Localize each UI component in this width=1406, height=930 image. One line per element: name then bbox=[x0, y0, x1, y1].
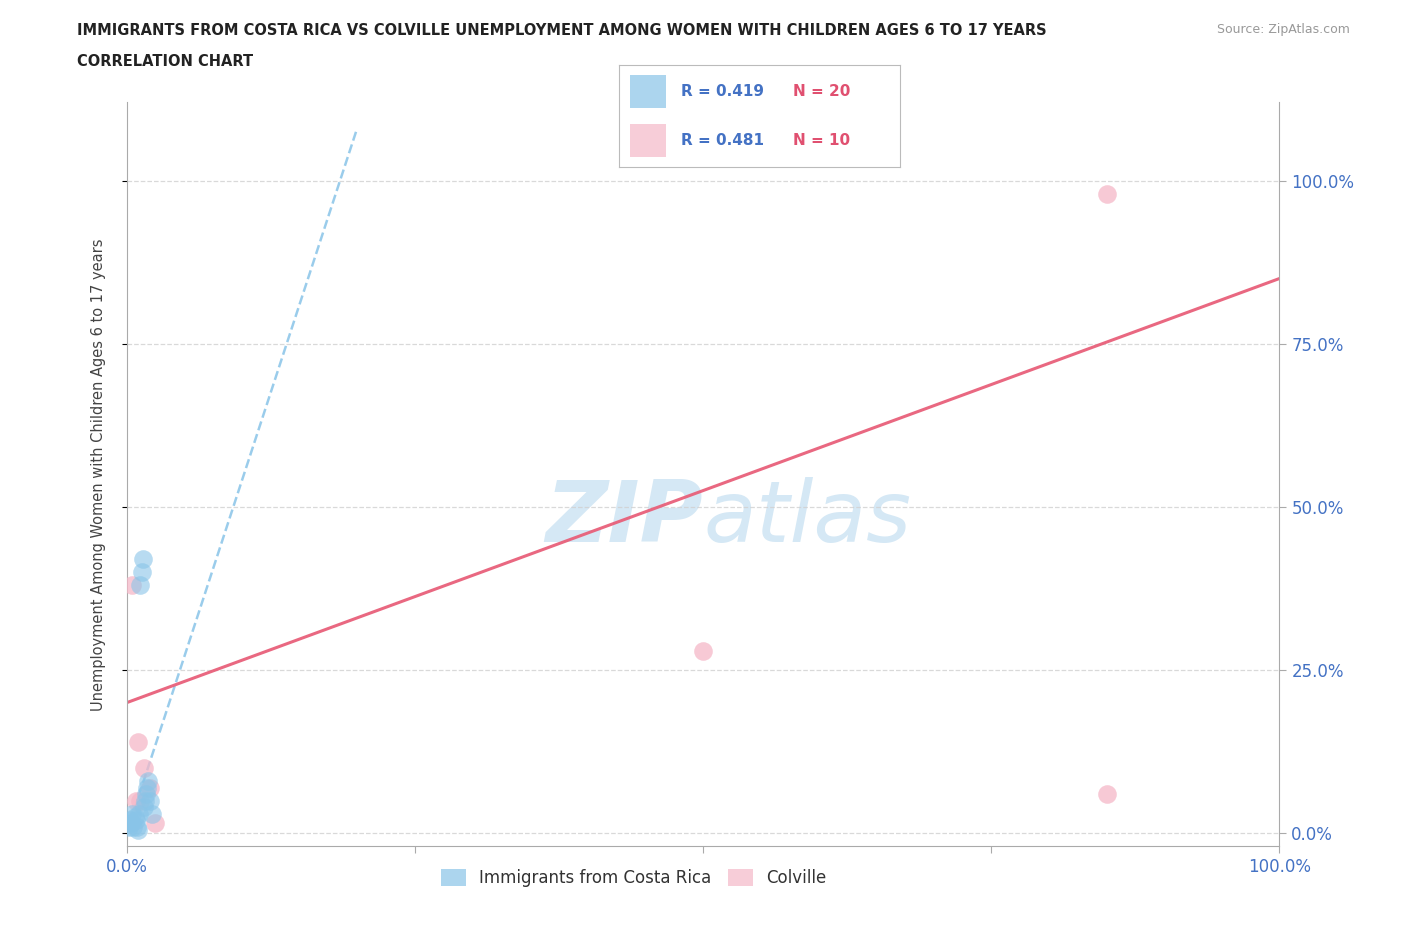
Legend: Immigrants from Costa Rica, Colville: Immigrants from Costa Rica, Colville bbox=[434, 862, 834, 894]
Point bbox=[131, 565, 153, 579]
Point bbox=[118, 813, 141, 828]
Text: CORRELATION CHART: CORRELATION CHART bbox=[77, 54, 253, 69]
Text: atlas: atlas bbox=[703, 477, 911, 561]
Point bbox=[138, 780, 160, 795]
Point bbox=[138, 793, 160, 808]
Point bbox=[1095, 186, 1118, 201]
Point bbox=[692, 643, 714, 658]
Point bbox=[121, 806, 143, 821]
Text: IMMIGRANTS FROM COSTA RICA VS COLVILLE UNEMPLOYMENT AMONG WOMEN WITH CHILDREN AG: IMMIGRANTS FROM COSTA RICA VS COLVILLE U… bbox=[77, 23, 1047, 38]
Point bbox=[127, 822, 149, 837]
Point bbox=[138, 774, 160, 789]
Y-axis label: Unemployment Among Women with Children Ages 6 to 17 years: Unemployment Among Women with Children A… bbox=[91, 238, 105, 711]
Point bbox=[132, 800, 155, 815]
Point bbox=[125, 813, 148, 828]
Point bbox=[134, 793, 156, 808]
Point bbox=[132, 761, 155, 776]
Point bbox=[127, 735, 149, 750]
Point bbox=[141, 806, 163, 821]
Text: ZIP: ZIP bbox=[546, 477, 703, 561]
Point bbox=[129, 578, 152, 592]
Point bbox=[131, 551, 153, 566]
Point bbox=[120, 816, 142, 830]
Point bbox=[128, 806, 150, 821]
Point bbox=[125, 793, 148, 808]
Bar bbox=[630, 75, 666, 108]
Point bbox=[135, 787, 157, 802]
Text: R = 0.481: R = 0.481 bbox=[681, 133, 763, 148]
Point bbox=[124, 809, 146, 824]
Point bbox=[1095, 787, 1118, 802]
Text: N = 20: N = 20 bbox=[793, 85, 851, 100]
Point bbox=[121, 578, 143, 592]
Text: N = 10: N = 10 bbox=[793, 133, 851, 148]
Bar bbox=[630, 125, 666, 157]
Point bbox=[129, 793, 152, 808]
Point bbox=[122, 819, 145, 834]
Point bbox=[125, 819, 148, 834]
Point bbox=[136, 780, 159, 795]
Point bbox=[145, 816, 166, 830]
Text: Source: ZipAtlas.com: Source: ZipAtlas.com bbox=[1216, 23, 1350, 36]
Point bbox=[118, 819, 141, 834]
Text: R = 0.419: R = 0.419 bbox=[681, 85, 763, 100]
